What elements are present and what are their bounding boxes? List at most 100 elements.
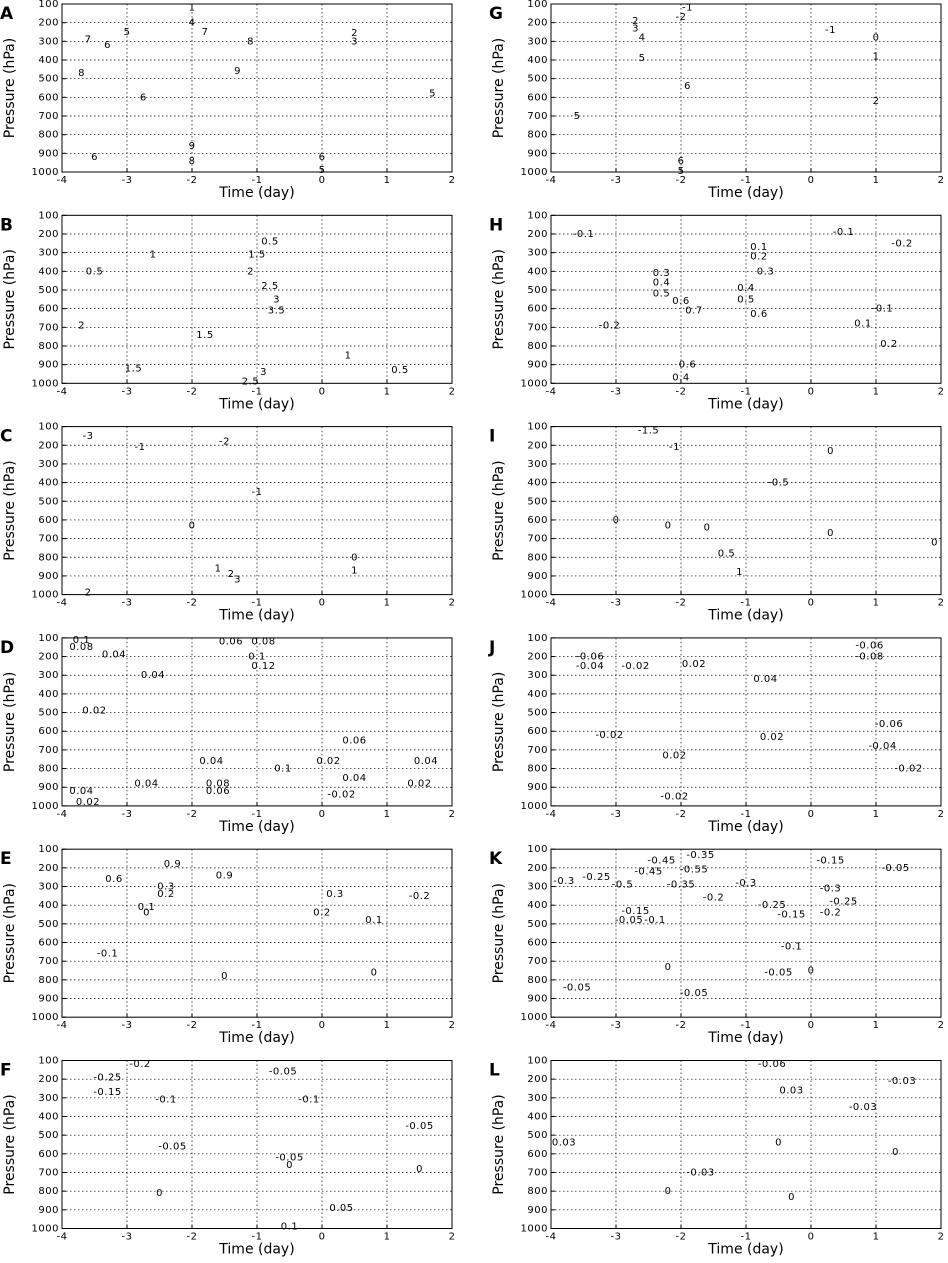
- y-tick-label: 800: [527, 341, 548, 352]
- contour-label: 1: [150, 250, 157, 261]
- x-tick-label: -4: [57, 598, 68, 609]
- contour-label: -0.02: [894, 764, 922, 775]
- contour-label: -0.1: [573, 229, 595, 240]
- contour-label: -0.3: [735, 878, 757, 889]
- y-tick-label: 400: [38, 900, 59, 911]
- y-tick-label: 300: [38, 248, 59, 259]
- contour-label: 0: [788, 1192, 795, 1203]
- contour-label: 2: [85, 588, 92, 599]
- x-axis-label: Time (day): [707, 396, 783, 412]
- contour-label: -0.02: [327, 790, 355, 801]
- x-tick-label: 0: [808, 386, 815, 397]
- y-tick-label: 400: [38, 689, 59, 700]
- y-tick-label: 400: [38, 1112, 59, 1123]
- contour-label: 2.5: [261, 281, 278, 292]
- y-tick-label: 1000: [32, 378, 59, 389]
- y-tick-label: 800: [527, 552, 548, 563]
- x-tick-label: -2: [676, 1020, 687, 1031]
- contour-label: 0.4: [672, 373, 689, 384]
- contour-label: 0: [931, 537, 938, 548]
- x-tick-label: -2: [187, 809, 198, 820]
- y-axis-label: Pressure (hPa): [2, 672, 18, 772]
- contour-label: 0.1: [248, 652, 265, 663]
- contour-label: -2: [676, 12, 687, 23]
- x-tick-label: 0: [808, 175, 815, 186]
- contour-label: 0.04: [102, 650, 126, 661]
- x-axis-label: Time (day): [707, 1030, 783, 1046]
- contour-label: -0.25: [758, 900, 786, 911]
- contour-label: -1: [135, 442, 146, 453]
- y-tick-label: 300: [527, 882, 548, 893]
- x-tick-label: -1: [252, 809, 263, 820]
- x-tick-label: 0: [319, 386, 326, 397]
- y-tick-label: 900: [38, 782, 59, 793]
- x-tick-label: -3: [122, 598, 133, 609]
- contour-label: 0: [221, 971, 228, 982]
- contour-label: 0.12: [251, 661, 275, 672]
- contour-label: 6: [319, 152, 326, 163]
- contour-label: 0.02: [76, 797, 100, 808]
- contour-label: 0.6: [679, 360, 696, 371]
- y-tick-label: 400: [527, 1112, 548, 1123]
- contour-label: 0.5: [261, 236, 278, 247]
- y-tick-label: 300: [38, 1093, 59, 1104]
- x-tick-label: 2: [938, 386, 945, 397]
- contour-label: -1.5: [638, 425, 660, 436]
- x-tick-label: -4: [546, 175, 557, 186]
- plot-frame: [61, 214, 453, 384]
- contour-label: 7: [85, 34, 92, 45]
- contour-label: -0.1: [155, 1095, 177, 1106]
- y-tick-label: 800: [527, 764, 548, 775]
- y-tick-label: 600: [38, 92, 59, 103]
- contour-label: 0: [827, 446, 834, 457]
- y-tick-label: 400: [527, 689, 548, 700]
- contour-label: 0.1: [138, 902, 155, 913]
- contour-label: 1: [345, 350, 352, 361]
- x-tick-label: -2: [676, 1232, 687, 1243]
- contour-label: 2: [78, 320, 85, 331]
- contour-label: -0.02: [595, 730, 623, 741]
- contour-label: 3: [632, 23, 639, 34]
- contour-label: -2: [219, 437, 230, 448]
- contour-label: 0.5: [653, 289, 670, 300]
- contour-label: 0.4: [653, 278, 670, 289]
- x-tick-label: -3: [611, 386, 622, 397]
- y-tick-label: 900: [38, 360, 59, 371]
- y-tick-label: 100: [527, 844, 548, 855]
- contour-label: 2: [873, 96, 880, 107]
- contour-label: -0.25: [93, 1072, 121, 1083]
- y-tick-label: 200: [527, 863, 548, 874]
- panel-label: K: [489, 849, 503, 869]
- x-tick-label: -1: [252, 175, 263, 186]
- contour-label: -0.1: [298, 1095, 320, 1106]
- y-tick-label: 500: [527, 708, 548, 719]
- contour-label: 0: [775, 1138, 782, 1149]
- x-tick-label: -2: [676, 809, 687, 820]
- x-tick-label: -2: [187, 386, 198, 397]
- contour-label: 0.1: [274, 764, 291, 775]
- contour-label: 0.5: [86, 266, 103, 277]
- contour-label: 6: [91, 152, 98, 163]
- y-tick-label: 600: [527, 304, 548, 315]
- plot-frame: [550, 3, 942, 173]
- contour-label: -0.04: [868, 741, 896, 752]
- contour-label: 2: [228, 569, 235, 580]
- contour-label: 0.06: [206, 786, 230, 797]
- contour-label: -0.45: [634, 867, 662, 878]
- x-axis-label: Time (day): [707, 185, 783, 201]
- x-tick-label: 1: [384, 598, 391, 609]
- contour-label: 0.02: [760, 732, 784, 743]
- contour-label: 0.4: [737, 283, 754, 294]
- x-tick-label: -2: [187, 1020, 198, 1031]
- y-tick-label: 500: [38, 74, 59, 85]
- x-tick-label: -4: [546, 809, 557, 820]
- y-tick-label: 200: [38, 229, 59, 240]
- contour-label: 0.5: [718, 549, 735, 560]
- y-axis-label: Pressure (hPa): [2, 460, 18, 560]
- contour-label: -3: [83, 431, 94, 442]
- contour-label: -0.05: [158, 1141, 186, 1152]
- y-tick-label: 900: [38, 994, 59, 1005]
- contour-label: -0.05: [881, 863, 909, 874]
- y-tick-label: 200: [527, 1074, 548, 1085]
- contour-label: 0.08: [251, 637, 275, 648]
